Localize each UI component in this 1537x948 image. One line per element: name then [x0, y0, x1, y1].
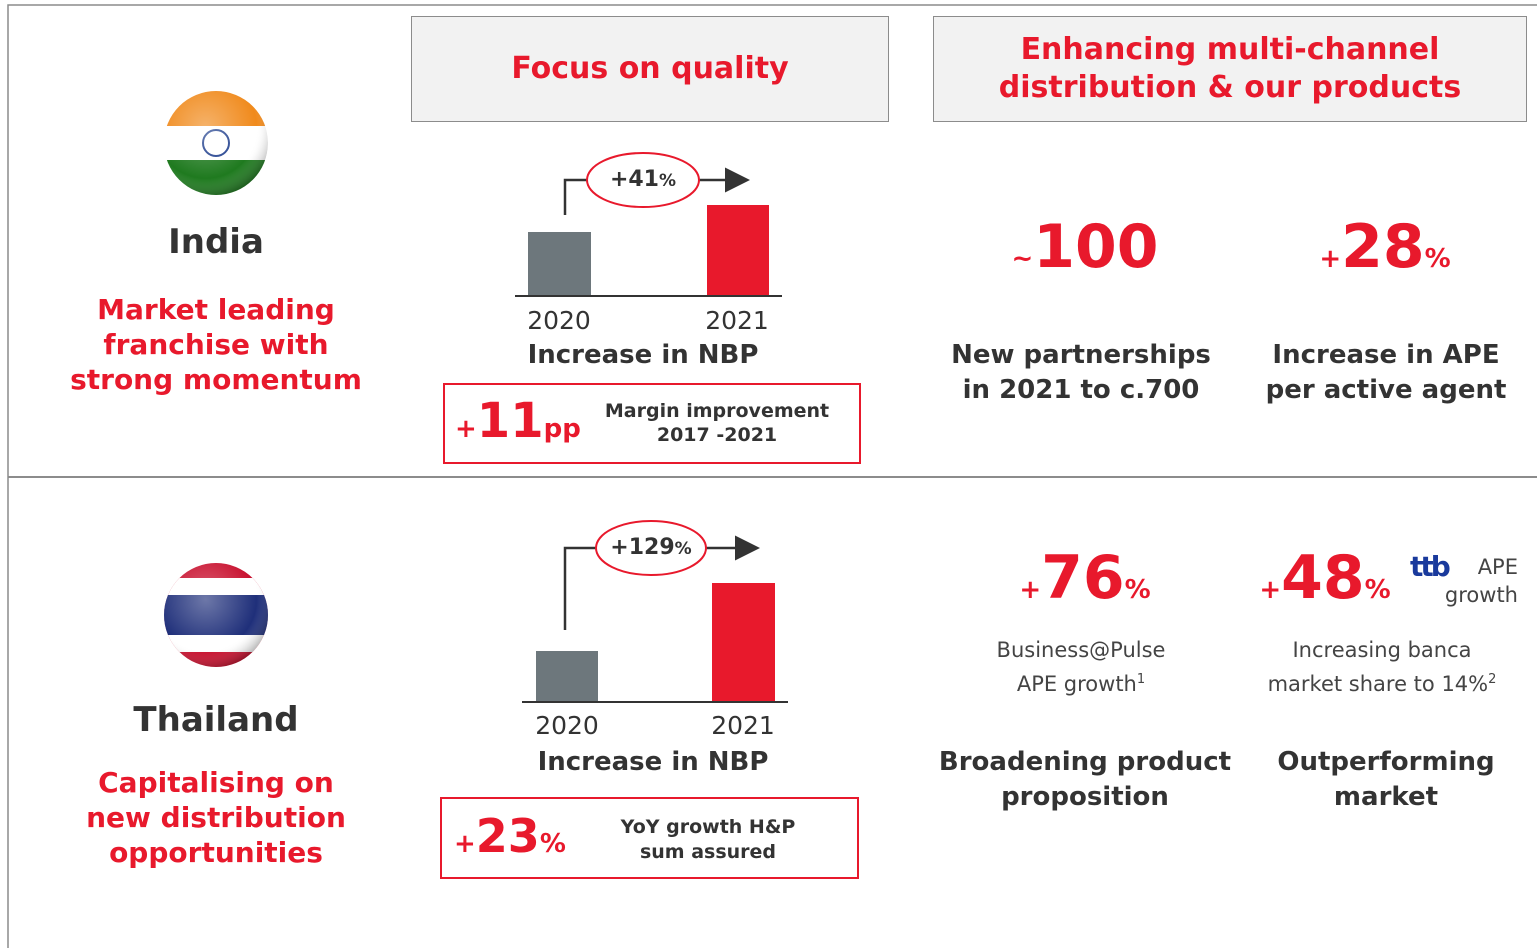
thailand-chart — [522, 520, 788, 703]
unit: % — [1124, 575, 1151, 605]
frame — [7, 4, 1537, 948]
footnote-ref: 1 — [1136, 672, 1146, 687]
stat: ~100 — [1011, 212, 1158, 282]
tagline-line: Capitalising on — [98, 766, 334, 799]
tagline-line: Market leading — [97, 293, 335, 326]
note-line: Business@Pulse — [996, 638, 1166, 662]
note-line: Increasing banca — [1292, 638, 1472, 662]
prefix: + — [1019, 575, 1042, 605]
year: 2020 — [535, 711, 599, 740]
tagline-line: new distribution — [86, 801, 346, 834]
desc-line: New partnerships — [951, 340, 1211, 370]
year: 2021 — [711, 711, 775, 740]
prefix: + — [455, 414, 477, 444]
stat-desc: Outperforming market — [1277, 745, 1494, 815]
box-line: 2017 -2021 — [656, 424, 778, 446]
sum-box: +23% YoY growth H&P sum assured — [440, 797, 859, 879]
box-line: Margin improvement — [604, 400, 830, 422]
year: 2020 — [527, 306, 591, 335]
unit: % — [1364, 575, 1391, 605]
box-text: YoY growth H&P sum assured — [621, 815, 796, 865]
desc-line: in 2021 to c.700 — [962, 375, 1200, 405]
margin-box: +11pp Margin improvement 2017 -2021 — [443, 383, 861, 464]
tagline: Capitalising on new distribution opportu… — [86, 765, 346, 870]
desc-line: Increase in APE — [1272, 340, 1500, 370]
box-text: Margin improvement 2017 -2021 — [605, 399, 829, 447]
header-text: distribution & our products — [998, 70, 1462, 105]
stat-note: Business@Pulse APE growth1 — [997, 636, 1166, 699]
stat-value: 100 — [1033, 212, 1159, 282]
header-text: Focus on quality — [511, 51, 789, 86]
stat: +76% — [1019, 543, 1150, 613]
stat-desc: Increase in APE per active agent — [1266, 338, 1507, 408]
stat-value: 28 — [1341, 212, 1425, 282]
logo-line: APE — [1477, 555, 1518, 579]
year: 2021 — [705, 306, 769, 335]
header-focus: Focus on quality — [411, 16, 889, 122]
logo-text: APE growth — [1440, 553, 1518, 609]
box-figure: +23% — [454, 809, 566, 863]
growth-value: +41 — [609, 167, 660, 192]
growth-unit: % — [674, 539, 692, 559]
desc-line: proposition — [1001, 782, 1169, 812]
stat-value: 76 — [1041, 543, 1125, 613]
thailand-flag — [164, 563, 268, 667]
prefix: + — [1259, 575, 1282, 605]
box-figure: +11pp — [455, 393, 581, 449]
header-channel: Enhancing multi-channel distribution & o… — [933, 16, 1527, 122]
unit: % — [1424, 244, 1451, 274]
stat: +48% — [1259, 543, 1390, 613]
prefix: + — [454, 829, 476, 859]
india-flag — [164, 91, 268, 195]
growth-value: +129 — [610, 535, 675, 560]
growth: +41% — [610, 167, 676, 192]
footnote-ref: 2 — [1488, 672, 1497, 687]
chart-caption: Increase in NBP — [527, 340, 759, 370]
stat-value: 48 — [1281, 543, 1365, 613]
box-value: 11 — [476, 393, 544, 449]
stat-desc: New partnerships in 2021 to c.700 — [951, 338, 1211, 408]
stat: +28% — [1319, 212, 1450, 282]
chart-caption: Increase in NBP — [537, 747, 769, 777]
box-line: YoY growth H&P — [620, 816, 796, 838]
box-value: 23 — [475, 809, 540, 863]
unit: % — [539, 829, 566, 859]
note-line: market share to 14% — [1267, 672, 1489, 696]
country: India — [168, 222, 264, 262]
prefix: ~ — [1011, 244, 1034, 274]
box-line: sum assured — [639, 841, 777, 863]
logo-line: growth — [1444, 583, 1518, 607]
desc-line: Broadening product — [938, 747, 1232, 777]
prefix: + — [1319, 244, 1342, 274]
desc-line: per active agent — [1265, 375, 1507, 405]
growth: +129% — [610, 535, 691, 560]
unit: pp — [543, 414, 581, 444]
tagline: Market leading franchise with strong mom… — [70, 292, 362, 397]
ttb-logo: ttb — [1410, 550, 1451, 583]
desc-line: Outperforming — [1277, 747, 1495, 777]
stat-desc: Broadening product proposition — [939, 745, 1231, 815]
tagline-line: franchise with — [103, 328, 329, 361]
country: Thailand — [133, 700, 299, 740]
note-line: APE growth — [1016, 672, 1137, 696]
tagline-line: strong momentum — [70, 363, 362, 396]
desc-line: market — [1333, 782, 1439, 812]
header-text: Enhancing multi-channel — [1020, 32, 1440, 67]
tagline-line: opportunities — [109, 836, 323, 869]
stat-note: Increasing banca market share to 14%2 — [1268, 636, 1497, 699]
growth-unit: % — [659, 171, 677, 191]
india-chart — [515, 152, 782, 297]
